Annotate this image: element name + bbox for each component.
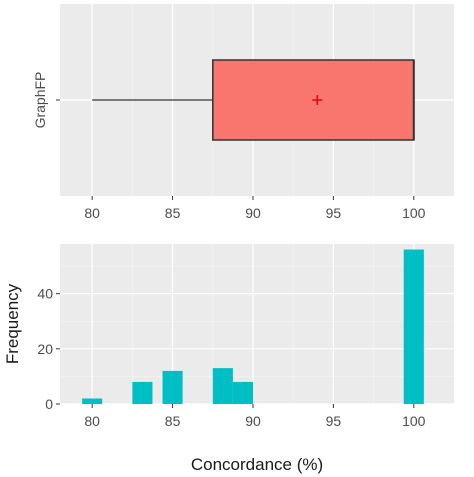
- histogram-x-tick-label: 80: [84, 413, 100, 429]
- histogram-x-axis: 80 85 90 95 100: [84, 404, 426, 429]
- histogram-x-axis-title: Concordance (%): [191, 455, 323, 474]
- histogram-y-tick-label: 20: [37, 341, 53, 357]
- histogram-bar: [162, 370, 183, 404]
- histogram-y-tick-label: 0: [45, 396, 53, 412]
- boxplot-category-label: GraphFP: [32, 72, 48, 129]
- boxplot-x-tick-label: 100: [402, 205, 426, 221]
- histogram-bar: [132, 381, 153, 404]
- histogram-bar: [403, 249, 424, 404]
- boxplot-y-axis: GraphFP: [32, 72, 60, 129]
- boxplot-mean-marker: [312, 95, 323, 105]
- histogram-x-tick-label: 90: [245, 413, 261, 429]
- histogram-y-axis: 0 20 40: [37, 286, 60, 412]
- histogram-panel-background: [60, 244, 454, 404]
- histogram-panel: 80 85 90 95 100 0 20 40 Concordance (%) Freque…: [3, 244, 454, 474]
- histogram-y-tick-label: 40: [37, 286, 53, 302]
- histogram-bar: [212, 368, 233, 404]
- boxplot-x-tick-label: 95: [326, 205, 342, 221]
- histogram-x-tick-label: 95: [326, 413, 342, 429]
- histogram-bars: [82, 249, 424, 404]
- histogram-x-tick-label: 85: [165, 413, 181, 429]
- boxplot-geometry: [92, 59, 415, 141]
- histogram-x-tick-label: 100: [402, 413, 426, 429]
- histogram-bar: [232, 381, 253, 404]
- boxplot-x-tick-label: 80: [84, 205, 100, 221]
- boxplot-panel: 80 85 90 95 100 GraphFP: [32, 4, 454, 221]
- boxplot-x-axis: 80 85 90 95 100: [84, 196, 426, 221]
- histogram-y-axis-title: Frequency: [3, 283, 22, 364]
- boxplot-x-tick-label: 85: [165, 205, 181, 221]
- boxplot-x-tick-label: 90: [245, 205, 261, 221]
- histogram-bar: [82, 398, 103, 404]
